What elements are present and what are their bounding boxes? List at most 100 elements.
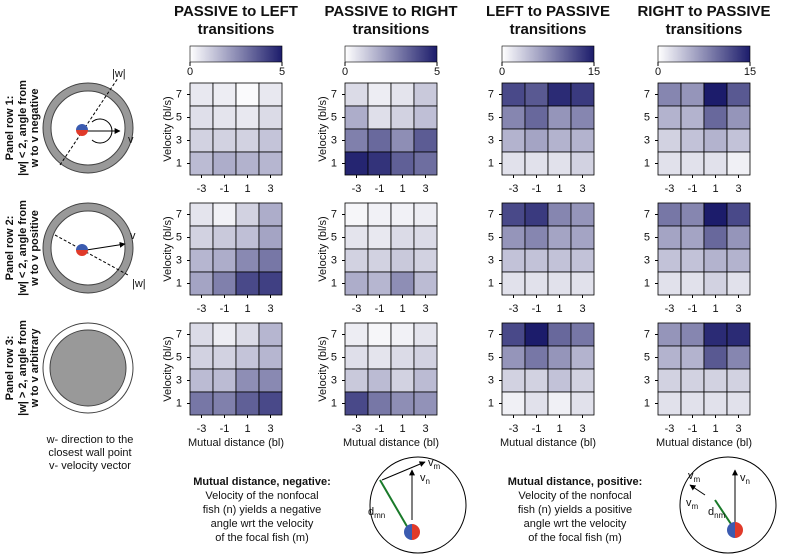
heatmap-cell (235, 105, 260, 130)
x-tick-label: 3 (579, 183, 585, 195)
heatmap-cell (703, 391, 728, 416)
heatmap-cell (367, 82, 392, 107)
heatmap-cell (547, 322, 572, 347)
heatmap-cell (703, 345, 728, 370)
heatmap-cell (570, 202, 595, 227)
x-tick-label: 1 (399, 423, 405, 435)
x-tick-label: -3 (665, 423, 675, 435)
y-tick-label: 7 (176, 328, 182, 340)
heatmap-cell (367, 271, 392, 296)
label-base: d (368, 506, 374, 518)
heatmap-cell (344, 128, 369, 153)
colorbar-tick-label: 0 (187, 66, 193, 78)
heatmap-cell (680, 128, 705, 153)
heatmap-cell (726, 345, 751, 370)
heatmap-cell (524, 391, 549, 416)
y-tick-label: 1 (644, 157, 650, 169)
y-tick-label: 3 (176, 254, 182, 266)
heatmap-cell (657, 128, 682, 153)
label-base: v (740, 472, 746, 484)
panel-row-text: w to v arbitrary (29, 328, 41, 409)
x-tick-label: 1 (556, 423, 562, 435)
y-tick-label: 5 (331, 351, 337, 363)
heatmap-cell (657, 368, 682, 393)
y-tick-label: 1 (176, 277, 182, 289)
panel-row-text: w to v negative (29, 89, 41, 169)
note-title: Mutual distance, negative: (193, 476, 331, 488)
heatmap-cell (501, 345, 526, 370)
x-tick-label: -3 (509, 423, 519, 435)
heatmap-cell (680, 345, 705, 370)
note-text: of the focal fish (m) (528, 532, 622, 544)
colorbar (189, 45, 283, 63)
heatmap-cell (726, 128, 751, 153)
heatmap-cell (657, 202, 682, 227)
heatmap-cell (680, 391, 705, 416)
fish-diagram (369, 456, 467, 554)
heatmap-cell (212, 248, 237, 273)
heatmap-cell (524, 82, 549, 107)
x-tick-label: -1 (375, 183, 385, 195)
heatmap-cell (189, 225, 214, 250)
heatmap-cell (547, 128, 572, 153)
heatmap-cell (212, 391, 237, 416)
heatmap-cell (189, 202, 214, 227)
y-tick-label: 7 (176, 208, 182, 220)
vector-label: vn (420, 472, 430, 486)
heatmap-cell (703, 271, 728, 296)
y-axis-label: Velocity (bl/s) (162, 336, 174, 401)
heatmap-cell (189, 248, 214, 273)
x-tick-label: 3 (735, 183, 741, 195)
heatmap-cell (258, 151, 283, 176)
heatmap-cell (367, 225, 392, 250)
heatmap-cell (680, 248, 705, 273)
heatmap-cell (258, 82, 283, 107)
y-tick-label: 5 (644, 231, 650, 243)
heatmap-cell (726, 248, 751, 273)
heatmap-cell (367, 151, 392, 176)
heatmap-cell (189, 368, 214, 393)
label-base: d (708, 506, 714, 518)
x-tick-label: 1 (712, 423, 718, 435)
heatmap-cell (680, 151, 705, 176)
heatmap-cell (235, 202, 260, 227)
x-tick-label: -3 (665, 183, 675, 195)
y-tick-label: 3 (488, 254, 494, 266)
x-tick-label: -1 (688, 423, 698, 435)
y-tick-label: 5 (644, 351, 650, 363)
x-tick-label: 1 (244, 183, 250, 195)
x-tick-label: -3 (197, 303, 207, 315)
heatmap-cell (524, 345, 549, 370)
heatmap-cell (726, 322, 751, 347)
heatmap-cell (501, 248, 526, 273)
heatmap-cell (413, 105, 438, 130)
vector-label: vm (428, 457, 441, 471)
legend-text: v- velocity vector (49, 460, 131, 472)
heatmap-cell (189, 105, 214, 130)
heatmap-cell (501, 105, 526, 130)
wall-label: |w| (132, 278, 146, 290)
panel-row-title: Panel row 1: (4, 96, 16, 161)
y-tick-label: 7 (331, 88, 337, 100)
heatmap-cell (413, 345, 438, 370)
note-text: of the focal fish (m) (215, 532, 309, 544)
y-tick-label: 5 (488, 351, 494, 363)
y-tick-label: 3 (176, 374, 182, 386)
heatmap-cell (570, 225, 595, 250)
heatmap-cell (235, 248, 260, 273)
y-tick-label: 7 (644, 208, 650, 220)
heatmap-cell (657, 82, 682, 107)
heatmap-cell (547, 105, 572, 130)
heatmap-cell (390, 225, 415, 250)
x-tick-label: 3 (267, 183, 273, 195)
heatmap-cell (344, 202, 369, 227)
x-tick-label: 3 (267, 423, 273, 435)
heatmap-cell (344, 151, 369, 176)
heatmap-cell (547, 271, 572, 296)
y-axis-label: Velocity (bl/s) (317, 96, 329, 161)
note-text: angle wrt the velocity (524, 518, 627, 530)
heatmap-cell (235, 82, 260, 107)
heatmap-cell (258, 368, 283, 393)
x-tick-label: 1 (399, 183, 405, 195)
heatmap-cell (657, 322, 682, 347)
